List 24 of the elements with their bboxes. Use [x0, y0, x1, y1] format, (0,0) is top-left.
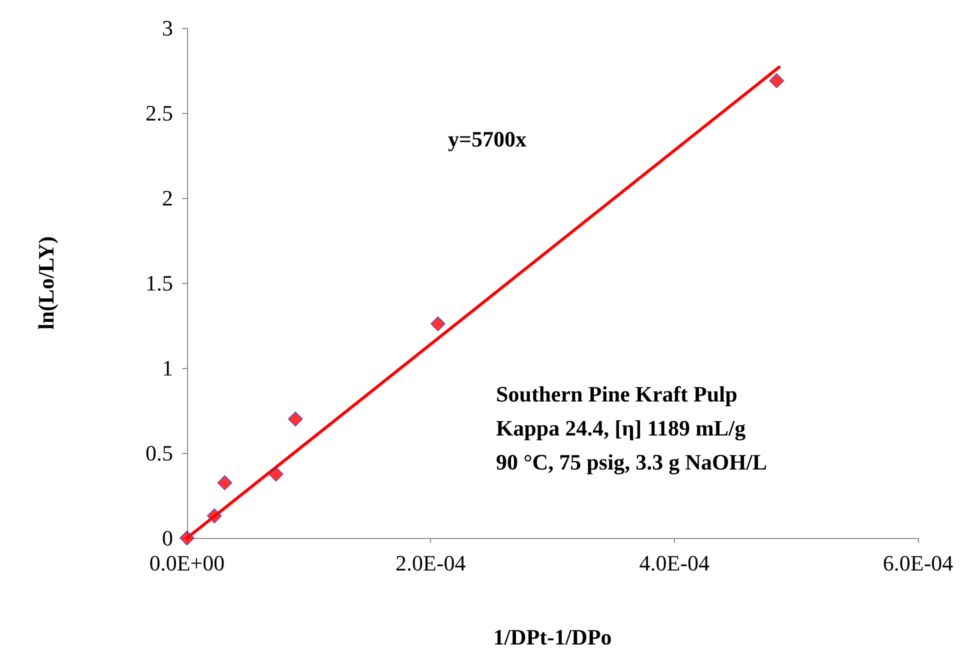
y-axis-title: ln(Lo/LY)	[34, 236, 58, 330]
point	[430, 316, 446, 332]
x-tick-label: 6.0E-04	[882, 550, 954, 576]
annotation: Southern Pine Kraft Pulp	[496, 382, 738, 406]
y-tick-label: 1	[162, 356, 173, 380]
y-tick-label: 2.5	[146, 100, 173, 126]
y-tick-label: 3	[162, 16, 173, 40]
point	[206, 508, 222, 524]
point	[288, 412, 303, 426]
annotation: Kappa 24.4, [η] 1189 mL/g	[496, 416, 746, 440]
annotation: y=5700x	[448, 126, 527, 152]
point	[180, 530, 194, 546]
y-tick-label: 1.5	[146, 270, 173, 296]
x-axis-title: 1/DPt-1/DPo	[493, 624, 612, 650]
point	[769, 73, 784, 88]
point	[268, 466, 284, 482]
y-tick-label: 2	[162, 186, 173, 210]
y-tick-label: 0	[162, 526, 173, 550]
annotation: 90 °C, 75 psig, 3.3 g NaOH/L	[496, 450, 767, 474]
x-tick-label: 0.0E+00	[149, 550, 225, 576]
point	[217, 475, 232, 490]
x-tick-label: 2.0E-04	[396, 550, 466, 576]
x-tick-label: 4.0E-04	[639, 550, 710, 576]
y-tick-label: 0.5	[146, 440, 173, 466]
